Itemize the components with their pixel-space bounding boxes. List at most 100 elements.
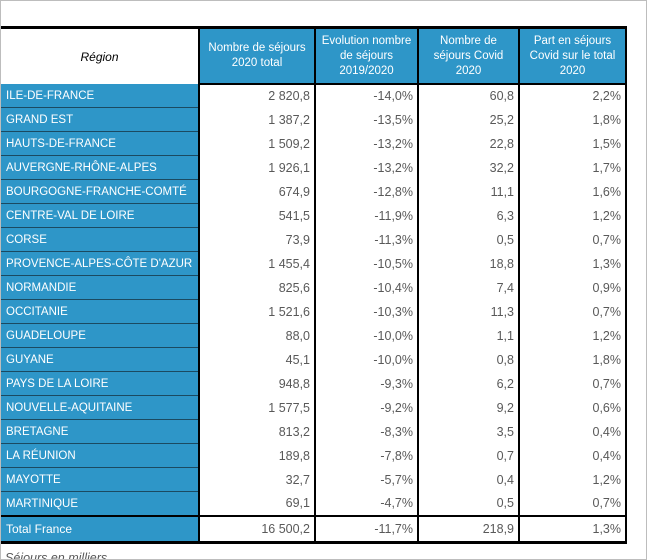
part-value-cell: 0,7%: [519, 299, 627, 324]
evolution-value-cell: -14,0%: [315, 84, 419, 108]
part-value-cell: 1,5%: [519, 131, 627, 156]
part-value-cell: 0,7%: [519, 227, 627, 252]
covid-value-cell: 0,4: [418, 467, 520, 492]
part-value-cell: 1,8%: [519, 347, 627, 372]
covid-value-cell: 6,3: [418, 203, 520, 228]
part-value-cell: 1,3%: [519, 251, 627, 276]
table-row: NORMANDIE 825,6 -10,4% 7,4 0,9%: [1, 275, 627, 300]
evolution-value-cell: -11,9%: [315, 203, 419, 228]
covid-value-cell: 18,8: [418, 251, 520, 276]
evolution-value-cell: -4,7%: [315, 491, 419, 516]
part-value-cell: 1,7%: [519, 155, 627, 180]
total-value-cell: 32,7: [199, 467, 316, 492]
covid-value-cell: 25,2: [418, 107, 520, 132]
table-row: PAYS DE LA LOIRE 948,8 -9,3% 6,2 0,7%: [1, 371, 627, 396]
covid-value-cell: 7,4: [418, 275, 520, 300]
table-row: OCCITANIE 1 521,6 -10,3% 11,3 0,7%: [1, 299, 627, 324]
evolution-value-cell: -12,8%: [315, 179, 419, 204]
region-cell: PAYS DE LA LOIRE: [1, 371, 200, 396]
table-row: NOUVELLE-AQUITAINE 1 577,5 -9,2% 9,2 0,6%: [1, 395, 627, 420]
region-cell: CORSE: [1, 227, 200, 252]
part-value-cell: 0,4%: [519, 419, 627, 444]
header-sejours-covid: Nombre de séjours Covid 2020: [417, 26, 520, 85]
total-value-cell: 69,1: [199, 491, 316, 516]
total-value-cell: 541,5: [199, 203, 316, 228]
table-row: PROVENCE-ALPES-CÔTE D'AZUR 1 455,4 -10,5% 1…: [1, 251, 627, 276]
evolution-value-cell: -10,0%: [315, 347, 419, 372]
table-row: ILE-DE-FRANCE 2 820,8 -14,0% 60,8 2,2%: [1, 84, 627, 108]
covid-value-cell: 1,1: [418, 323, 520, 348]
total-value-cell: 16 500,2: [199, 515, 316, 544]
evolution-value-cell: -13,5%: [315, 107, 419, 132]
total-evolution-cell: -11,7%: [315, 515, 419, 544]
table-row: LA RÉUNION 189,8 -7,8% 0,7 0,4%: [1, 443, 627, 468]
total-covid-cell: 218,9: [418, 515, 520, 544]
header-part-covid: Part en séjours Covid sur le total 2020: [518, 26, 627, 85]
total-value-cell: 674,9: [199, 179, 316, 204]
evolution-value-cell: -8,3%: [315, 419, 419, 444]
evolution-value-cell: -10,5%: [315, 251, 419, 276]
table-row: BRETAGNE 813,2 -8,3% 3,5 0,4%: [1, 419, 627, 444]
table-row: HAUTS-DE-FRANCE 1 509,2 -13,2% 22,8 1,5%: [1, 131, 627, 156]
part-value-cell: 1,2%: [519, 203, 627, 228]
part-value-cell: 0,7%: [519, 491, 627, 516]
part-value-cell: 1,2%: [519, 323, 627, 348]
table-body: ILE-DE-FRANCE 2 820,8 -14,0% 60,8 2,2% GRAND …: [1, 84, 627, 517]
total-value-cell: 825,6: [199, 275, 316, 300]
total-value-cell: 73,9: [199, 227, 316, 252]
part-value-cell: 0,7%: [519, 371, 627, 396]
total-part-cell: 1,3%: [519, 515, 627, 544]
region-cell: MARTINIQUE: [1, 491, 200, 517]
region-cell: GRAND EST: [1, 107, 200, 132]
table-header: Région Nombre de séjours 2020 total Evol…: [1, 26, 627, 85]
sejours-table: Région Nombre de séjours 2020 total Evol…: [1, 26, 627, 544]
part-value-cell: 0,9%: [519, 275, 627, 300]
part-value-cell: 1,2%: [519, 467, 627, 492]
part-value-cell: 2,2%: [519, 84, 627, 108]
evolution-value-cell: -13,2%: [315, 131, 419, 156]
part-value-cell: 1,6%: [519, 179, 627, 204]
covid-value-cell: 11,3: [418, 299, 520, 324]
covid-value-cell: 6,2: [418, 371, 520, 396]
region-cell: ILE-DE-FRANCE: [1, 84, 200, 108]
covid-value-cell: 0,5: [418, 227, 520, 252]
evolution-value-cell: -13,2%: [315, 155, 419, 180]
header-region: Région: [1, 26, 200, 84]
region-cell: LA RÉUNION: [1, 443, 200, 468]
region-cell: OCCITANIE: [1, 299, 200, 324]
total-value-cell: 813,2: [199, 419, 316, 444]
region-cell: NOUVELLE-AQUITAINE: [1, 395, 200, 420]
total-value-cell: 1 387,2: [199, 107, 316, 132]
evolution-value-cell: -9,3%: [315, 371, 419, 396]
footnote: Séjours en milliers: [5, 551, 108, 560]
region-cell: GUADELOUPE: [1, 323, 200, 348]
table-row: MAYOTTE 32,7 -5,7% 0,4 1,2%: [1, 467, 627, 492]
region-cell: PROVENCE-ALPES-CÔTE D'AZUR: [1, 251, 200, 276]
header-evolution-2019-2020: Evolution nombre de séjours 2019/2020: [314, 26, 419, 85]
part-value-cell: 0,4%: [519, 443, 627, 468]
total-value-cell: 189,8: [199, 443, 316, 468]
total-value-cell: 45,1: [199, 347, 316, 372]
table-row: CORSE 73,9 -11,3% 0,5 0,7%: [1, 227, 627, 252]
covid-value-cell: 3,5: [418, 419, 520, 444]
part-value-cell: 1,8%: [519, 107, 627, 132]
total-value-cell: 2 820,8: [199, 84, 316, 108]
region-cell: BOURGOGNE-FRANCHE-COMTÉ: [1, 179, 200, 204]
covid-value-cell: 11,1: [418, 179, 520, 204]
total-value-cell: 88,0: [199, 323, 316, 348]
evolution-value-cell: -10,3%: [315, 299, 419, 324]
total-label-cell: Total France: [1, 515, 200, 544]
total-value-cell: 1 455,4: [199, 251, 316, 276]
total-value-cell: 1 926,1: [199, 155, 316, 180]
evolution-value-cell: -11,3%: [315, 227, 419, 252]
total-value-cell: 1 521,6: [199, 299, 316, 324]
region-cell: CENTRE-VAL DE LOIRE: [1, 203, 200, 228]
region-cell: GUYANE: [1, 347, 200, 372]
header-nb-sejours-2020: Nombre de séjours 2020 total: [198, 26, 316, 85]
evolution-value-cell: -5,7%: [315, 467, 419, 492]
covid-value-cell: 0,7: [418, 443, 520, 468]
region-cell: NORMANDIE: [1, 275, 200, 300]
covid-value-cell: 0,5: [418, 491, 520, 516]
table-row: AUVERGNE-RHÔNE-ALPES 1 926,1 -13,2% 32,2 1,7…: [1, 155, 627, 180]
